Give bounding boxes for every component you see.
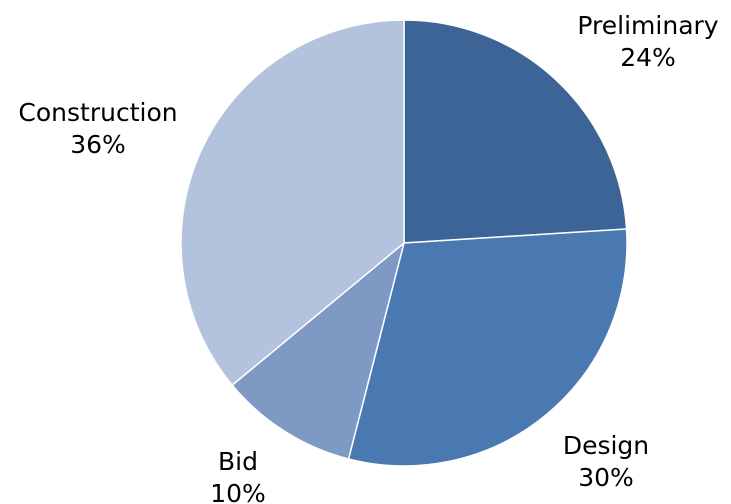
pie-slice-preliminary — [403, 19, 628, 244]
pie-label-category: Bid — [218, 447, 258, 476]
pie-label-percent: 24% — [620, 43, 676, 72]
pie-label-preliminary: Preliminary 24% — [577, 11, 718, 72]
pie-label-bid: Bid 10% — [210, 447, 266, 504]
pie-label-construction: Construction 36% — [18, 98, 177, 159]
pie-label-design: Design 30% — [563, 431, 649, 492]
pie-label-category: Preliminary — [577, 11, 718, 40]
pie-slice-design — [347, 228, 628, 467]
pie-label-percent: 30% — [578, 463, 634, 492]
pie-label-category: Design — [563, 431, 649, 460]
pie-labels: Preliminary 24% Design 30% Bid 10% Constructio… — [18, 11, 718, 504]
pie-label-percent: 36% — [70, 130, 126, 159]
pie-slices — [180, 19, 628, 467]
pie-label-percent: 10% — [210, 479, 266, 504]
pie-label-category: Construction — [18, 98, 177, 127]
pie-slice-construction — [180, 19, 405, 387]
pie-slice-bid — [231, 240, 406, 460]
